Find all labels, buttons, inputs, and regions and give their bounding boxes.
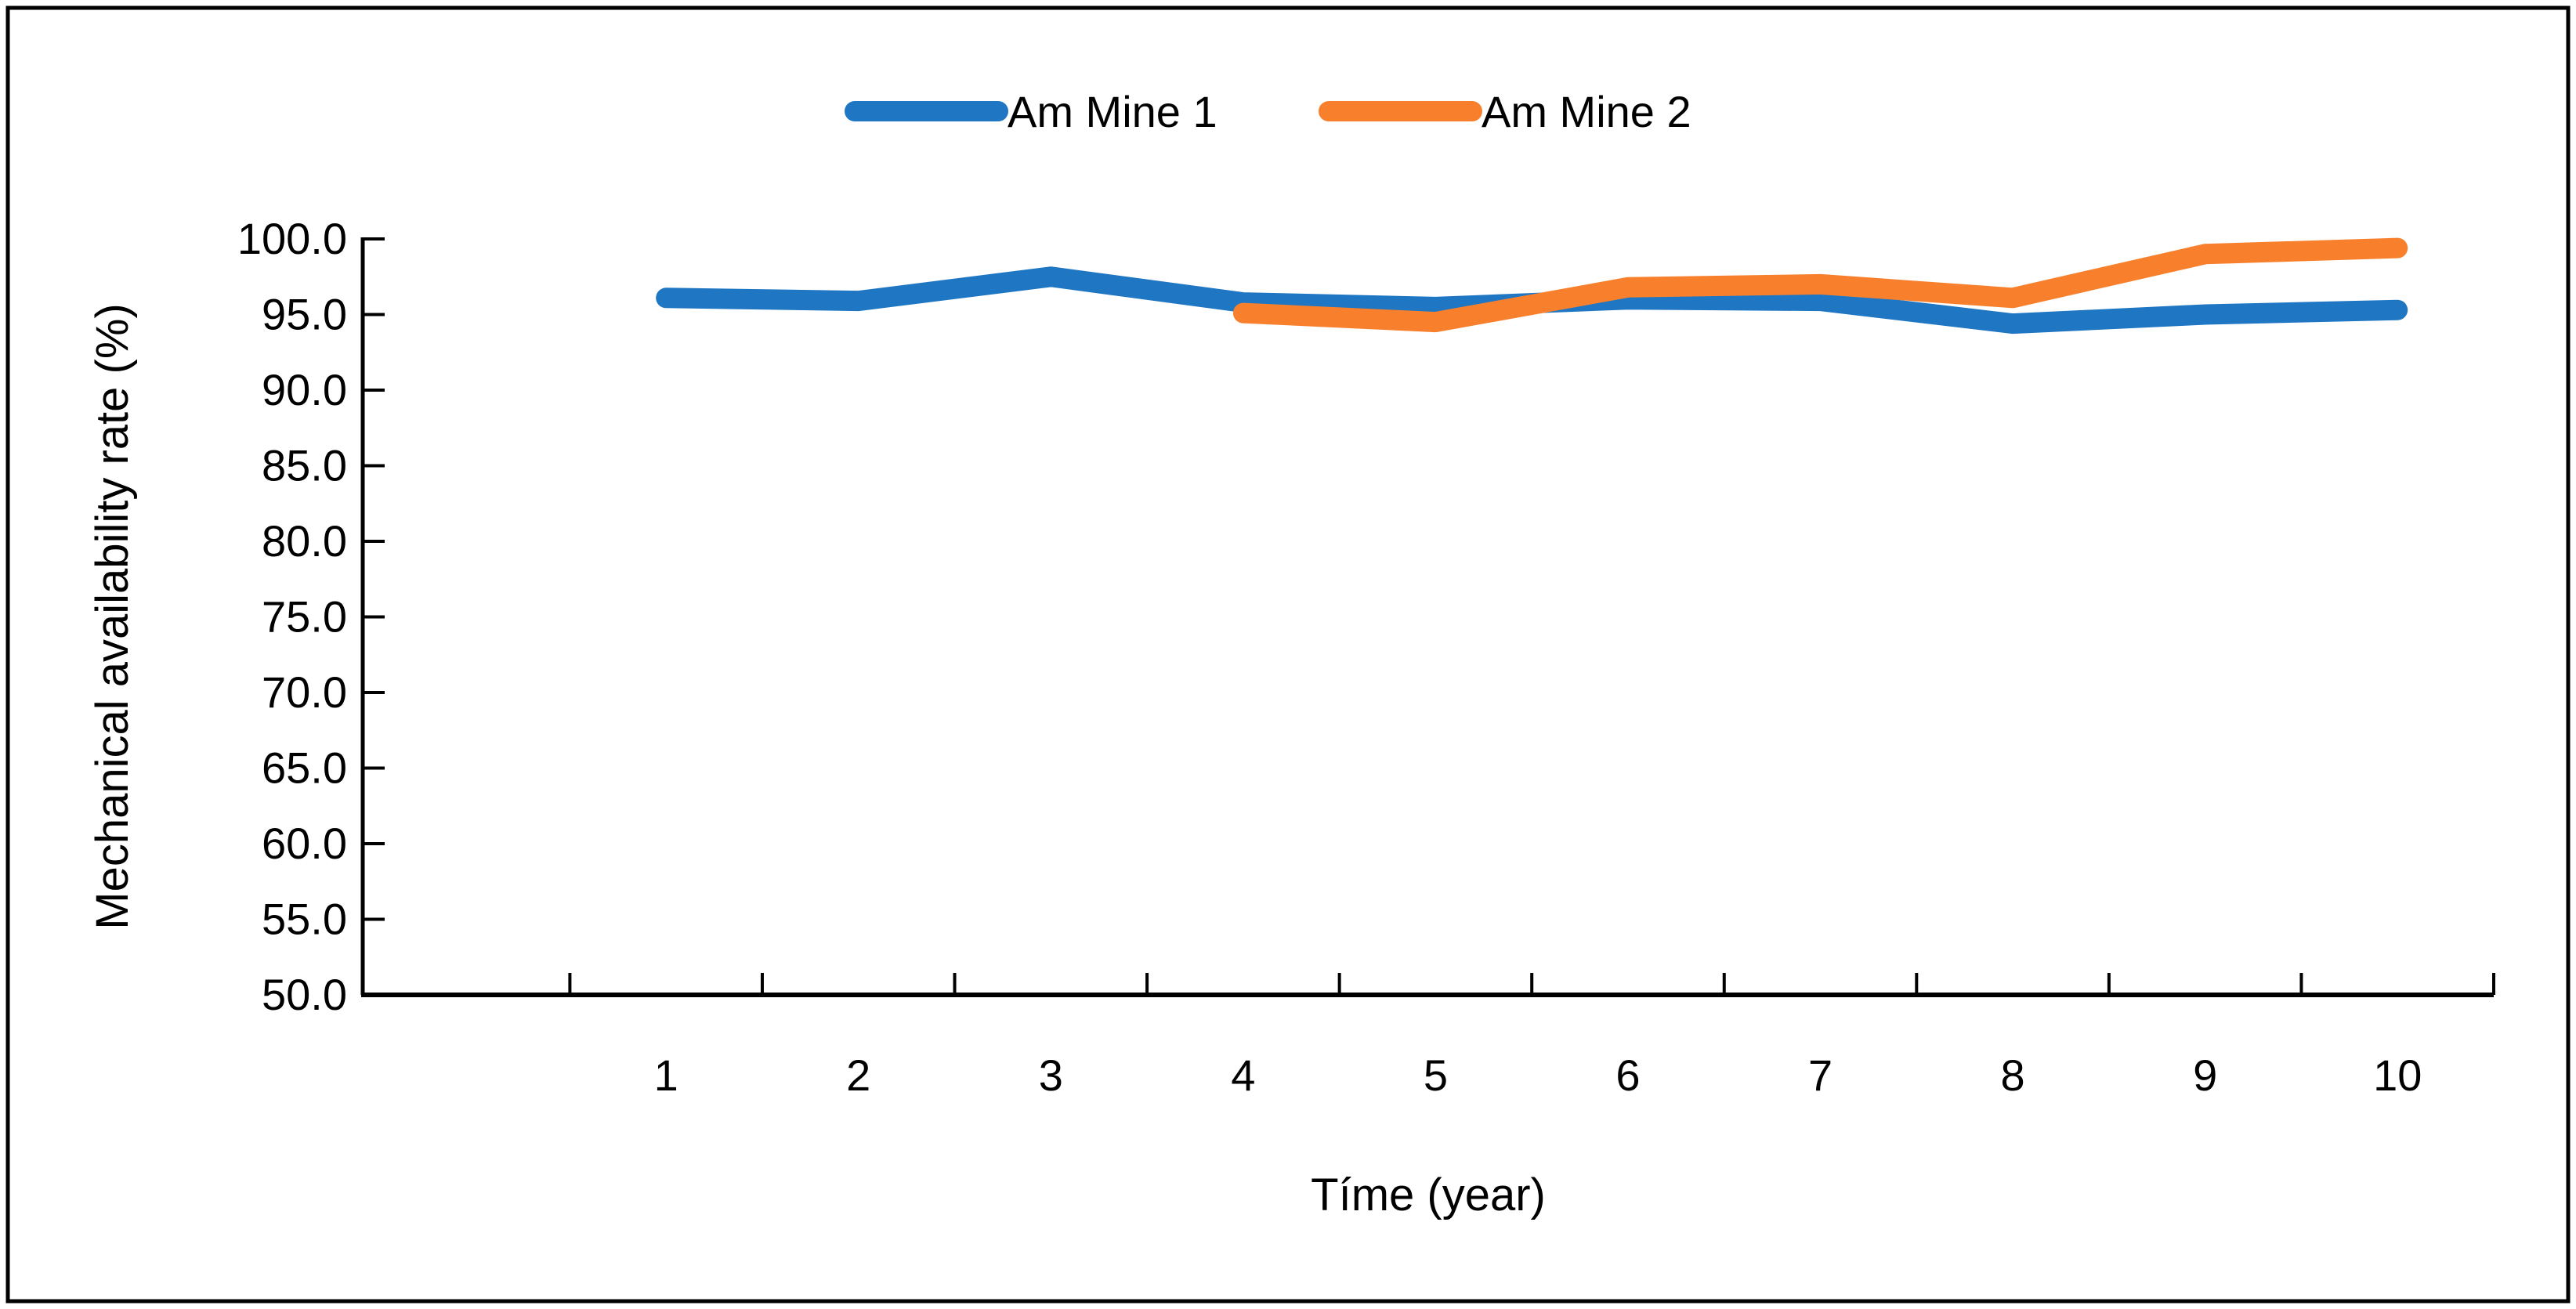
y-tick-label: 60.0 xyxy=(262,819,347,868)
y-axis: 100.0 95.0 90.0 85.0 80.0 75.0 70.0 65.0 60.0 55.… xyxy=(87,214,385,1019)
x-tick-label: 6 xyxy=(1615,1050,1640,1100)
x-tick-label: 8 xyxy=(2001,1050,2025,1100)
y-tick-labels: 100.0 95.0 90.0 85.0 80.0 75.0 70.0 65.0 60.0 55.… xyxy=(237,214,347,1019)
x-tick-labels: 1 2 3 4 5 6 7 8 9 10 xyxy=(654,1050,2422,1100)
y-tick-label: 100.0 xyxy=(237,214,347,263)
x-tick-label: 5 xyxy=(1424,1050,1448,1100)
y-tick-label: 70.0 xyxy=(262,667,347,717)
x-tick-label: 10 xyxy=(2373,1050,2422,1100)
series-line-am-mine-2 xyxy=(1232,237,2408,333)
x-axis-title: Tíme (year) xyxy=(1311,1170,1546,1220)
x-tick-label: 3 xyxy=(1039,1050,1063,1100)
y-tick-label: 95.0 xyxy=(262,290,347,339)
y-tick-label: 75.0 xyxy=(262,592,347,642)
x-tick-label: 1 xyxy=(654,1050,678,1100)
x-axis: 1 2 3 4 5 6 7 8 9 10 Tíme (year) xyxy=(361,973,2495,1220)
legend: Am Mine 1 Am Mine 2 xyxy=(845,87,1691,136)
x-tick-label: 7 xyxy=(1808,1050,1833,1100)
y-tick-label: 50.0 xyxy=(262,970,347,1019)
y-tick-label: 85.0 xyxy=(262,441,347,490)
y-axis-title: Mechanical availability rate (%) xyxy=(87,303,138,929)
y-tick-label: 55.0 xyxy=(262,895,347,944)
y-tick-marks xyxy=(363,237,385,996)
x-tick-label: 9 xyxy=(2193,1050,2217,1100)
x-tick-marks xyxy=(568,973,2495,995)
y-tick-label: 90.0 xyxy=(262,365,347,414)
x-tick-label: 2 xyxy=(846,1050,870,1100)
y-tick-label: 65.0 xyxy=(262,743,347,793)
legend-label-am-mine-1: Am Mine 1 xyxy=(1008,87,1217,136)
series-lines xyxy=(656,237,2408,334)
legend-label-am-mine-2: Am Mine 2 xyxy=(1482,87,1691,136)
chart-border xyxy=(5,5,2571,1304)
x-tick-label: 4 xyxy=(1231,1050,1255,1100)
y-tick-label: 80.0 xyxy=(262,516,347,566)
